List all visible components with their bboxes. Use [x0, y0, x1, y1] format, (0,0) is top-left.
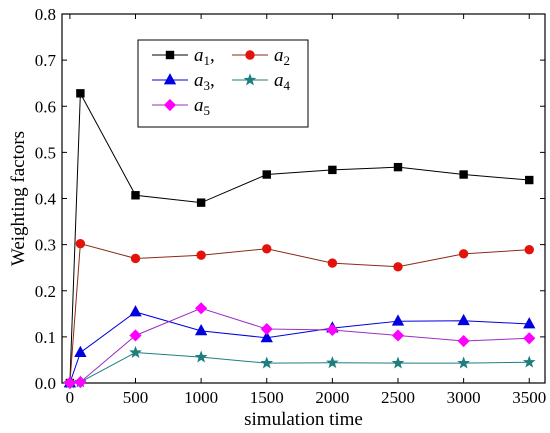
data-point-a4	[457, 356, 470, 369]
legend-entry-a2: a2	[232, 45, 290, 68]
x-tick-label: 2500	[381, 388, 415, 407]
y-axis-ticks: 0.0 0.1 0.2 0.3 0.4 0.5 0.6 0.7 0.8	[35, 5, 545, 393]
legend-label: a4	[274, 70, 291, 93]
legend-label: a3,	[194, 70, 215, 93]
data-point-a3	[457, 313, 470, 326]
series-a1	[65, 89, 534, 388]
data-point-a3	[74, 345, 87, 357]
data-point-a5	[260, 322, 273, 336]
data-point-a3	[523, 317, 536, 329]
data-point-a5	[129, 329, 142, 342]
x-tick-label: 2000	[315, 388, 349, 407]
data-point-a1	[525, 175, 534, 185]
x-tick-label: 1000	[184, 388, 218, 407]
x-tick-label: 3500	[512, 388, 546, 407]
x-tick-label: 0	[66, 388, 75, 407]
data-point-a2	[393, 262, 403, 272]
data-point-a3	[391, 314, 405, 326]
y-tick-label: 0.5	[35, 143, 56, 162]
legend-entry-a1: a1,	[152, 45, 215, 68]
data-point-a1	[131, 191, 140, 200]
data-point-a5	[74, 376, 87, 389]
data-point-a3	[194, 324, 208, 336]
legend-marker-a1	[165, 50, 175, 60]
data-point-a1	[262, 170, 271, 179]
legend-label: a5	[194, 95, 210, 118]
data-point-a5	[523, 332, 536, 345]
data-point-a3	[129, 305, 142, 317]
legend-marker-a2	[245, 50, 255, 60]
data-point-a1	[459, 170, 468, 179]
data-point-a1	[328, 165, 337, 175]
y-tick-label: 0.2	[35, 282, 56, 301]
data-point-a5	[63, 376, 76, 390]
legend-entry-a5: a5	[152, 95, 210, 118]
data-point-a2	[327, 258, 338, 268]
data-point-a2	[524, 244, 534, 255]
legend-label: a1,	[194, 45, 215, 68]
data-point-a3	[260, 330, 273, 343]
legend-entry-a3: a3,	[152, 70, 215, 93]
legend-label: a2	[274, 45, 290, 68]
x-tick-label: 500	[123, 388, 149, 407]
data-point-a2	[262, 244, 272, 254]
y-tick-label: 0.4	[35, 190, 57, 209]
data-point-a4	[129, 345, 142, 358]
y-tick-label: 0.0	[35, 374, 56, 393]
series-line-a5	[69, 307, 530, 384]
data-point-a2	[130, 253, 141, 264]
data-point-a4	[194, 350, 208, 363]
data-point-a1	[393, 162, 403, 172]
data-point-a4	[522, 355, 536, 368]
legend-marker-a3	[163, 73, 177, 85]
legend-entry-a4: a4	[232, 70, 291, 93]
x-tick-label: 1500	[250, 388, 284, 407]
series-a5	[63, 302, 536, 390]
legend-marker-a4	[243, 73, 257, 86]
data-point-a2	[196, 250, 206, 260]
x-axis-ticks: 0 500 1000 1500 2000 2500 3000 3500	[66, 14, 546, 407]
data-point-a4	[260, 356, 274, 369]
data-point-a1	[76, 89, 85, 98]
y-tick-label: 0.8	[35, 5, 56, 24]
data-point-a4	[326, 356, 339, 369]
y-tick-label: 0.3	[35, 236, 56, 255]
x-axis-title: simulation time	[244, 409, 363, 430]
data-point-a5	[457, 334, 470, 348]
legend-marker-a5	[163, 98, 177, 112]
data-point-a5	[391, 329, 405, 342]
data-point-a4	[391, 356, 405, 369]
y-axis-title: Weighting factors	[8, 131, 29, 266]
data-point-a5	[195, 302, 208, 315]
data-point-a1	[196, 198, 206, 207]
data-point-a2	[458, 249, 469, 259]
series-a2	[65, 239, 534, 388]
data-point-a2	[75, 239, 86, 249]
x-tick-label: 3000	[447, 388, 481, 407]
series-layer	[63, 89, 536, 390]
data-point-a5	[326, 323, 339, 337]
legend: a1, a2 a3, a4 a5	[137, 39, 309, 128]
y-tick-label: 0.6	[35, 97, 56, 116]
y-tick-label: 0.7	[35, 51, 57, 70]
y-tick-label: 0.1	[35, 328, 56, 347]
